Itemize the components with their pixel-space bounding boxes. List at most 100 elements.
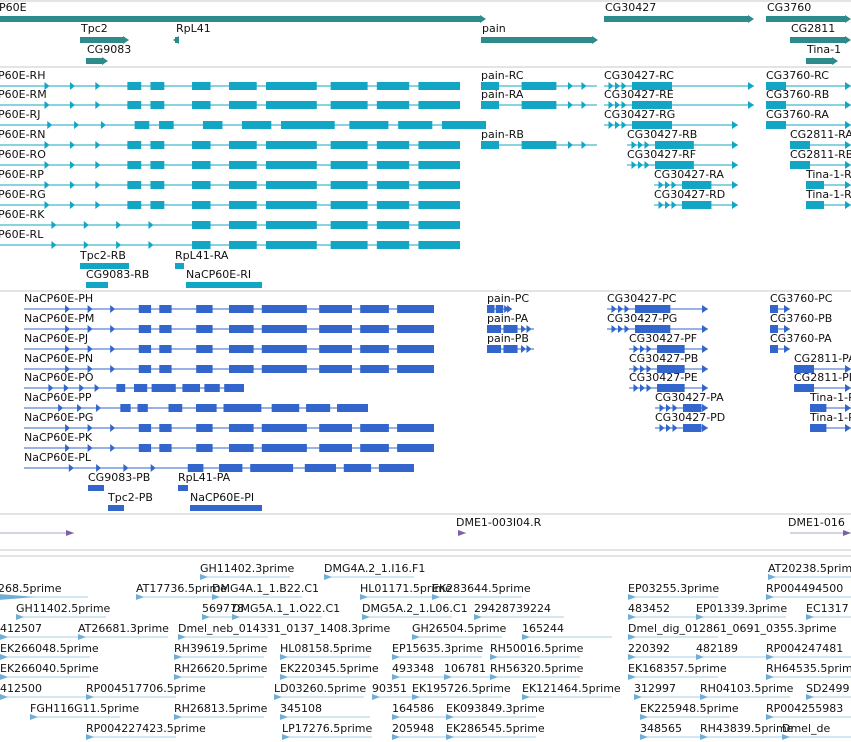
transcript-p60e-ro[interactable]: P60E-RO bbox=[0, 148, 460, 169]
protein-nacp60e-pp[interactable]: NaCP60E-PP bbox=[24, 391, 368, 412]
est-rh26620-5prime[interactable]: RH26620.5prime bbox=[174, 662, 268, 680]
transcript-cg9083-rb[interactable]: CG9083-RB bbox=[86, 268, 149, 288]
protein-cg30427-pb[interactable]: CG30427-PB bbox=[629, 352, 708, 373]
est-dmg4a-1-1-b22-c1[interactable]: DMG4A.1_1.B22.C1 bbox=[212, 582, 319, 600]
transcript-p60e-rk[interactable]: P60E-RK bbox=[0, 208, 460, 229]
est-rp004255983[interactable]: RP004255983 bbox=[766, 702, 851, 720]
gene-cg30427[interactable]: CG30427 bbox=[604, 1, 754, 23]
protein-cg30427-pa[interactable]: CG30427-PA bbox=[655, 391, 724, 412]
est-dmel-de[interactable]: Dmel_de bbox=[782, 722, 851, 740]
est-29428739224[interactable]: 29428739224 bbox=[474, 602, 564, 620]
est-gh11402-3prime[interactable]: GH11402.3prime bbox=[200, 562, 295, 580]
transcript-p60e-rm[interactable]: P60E-RM bbox=[0, 88, 460, 109]
est-412500[interactable]: 412500 bbox=[0, 682, 90, 700]
protein-nacp60e-pj[interactable]: NaCP60E-PJ bbox=[24, 332, 434, 353]
protein-cg30427-pc[interactable]: CG30427-PC bbox=[607, 292, 708, 313]
gene-p60e[interactable]: P60E bbox=[0, 1, 486, 23]
est-165244[interactable]: 165244 bbox=[522, 622, 612, 640]
transcript-cg3760-rc[interactable]: CG3760-RC bbox=[766, 69, 851, 90]
protein-cg30427-pd[interactable]: CG30427-PD bbox=[655, 411, 725, 432]
transcript-rpl41-ra[interactable]: RpL41-RA bbox=[175, 249, 229, 269]
est-gh11402-5prime[interactable]: GH11402.5prime bbox=[16, 602, 111, 620]
est-dmel-neb-014331-0137-1408-3prime[interactable]: Dmel_neb_014331_0137_1408.3prime bbox=[178, 622, 390, 640]
gene-cg2811[interactable]: CG2811 bbox=[790, 22, 851, 44]
est-268-5prime[interactable]: 268.5prime bbox=[0, 582, 88, 600]
gene-rpl41[interactable]: RpL41 bbox=[173, 22, 211, 44]
est-dmg5a-1-1-o22-c1[interactable]: DMG5A.1_1.O22.C1 bbox=[232, 602, 340, 620]
transcript-cg30427-re[interactable]: CG30427-RE bbox=[604, 88, 754, 109]
transcript-cg30427-rc[interactable]: CG30427-RC bbox=[604, 69, 754, 90]
protein-pain-pc[interactable]: pain-PC bbox=[487, 292, 529, 313]
transcript-cg2811-rb[interactable]: CG2811-RB bbox=[790, 148, 851, 169]
protein-nacp60e-pk[interactable]: NaCP60E-PK bbox=[24, 431, 434, 452]
protein-cg30427-pf[interactable]: CG30427-PF bbox=[629, 332, 708, 353]
est-dmg4a-2-1-i16-f1[interactable]: DMG4A.2_1.I16.F1 bbox=[324, 562, 425, 580]
protein-cg2811-pa[interactable]: CG2811-PA bbox=[794, 352, 851, 373]
est-rp004247481[interactable]: RP004247481 bbox=[766, 642, 851, 660]
clone-dme1-016[interactable]: DME1-016 bbox=[788, 516, 851, 536]
est-at17736-5prime[interactable]: AT17736.5prime bbox=[136, 582, 227, 600]
clone-unnamed[interactable] bbox=[0, 530, 74, 536]
est-rh26813-5prime[interactable]: RH26813.5prime bbox=[174, 702, 268, 720]
est-rp004517706-5prime[interactable]: RP004517706.5prime bbox=[86, 682, 206, 700]
est-rh56320-5prime[interactable]: RH56320.5prime bbox=[490, 662, 584, 680]
est-gh26504-5prime[interactable]: GH26504.5prime bbox=[412, 622, 507, 640]
protein-cg30427-pe[interactable]: CG30427-PE bbox=[629, 371, 708, 392]
protein-cg2811-pb[interactable]: CG2811-PB bbox=[794, 371, 851, 392]
gene-tina-1[interactable]: Tina-1 bbox=[806, 43, 841, 65]
clone-dme1-003i04-r[interactable]: DME1-003I04.R bbox=[456, 516, 542, 536]
est-dmg5a-2-1-l06-c1[interactable]: DMG5A.2_1.L06.C1 bbox=[362, 602, 468, 620]
protein-cg9083-pb[interactable]: CG9083-PB bbox=[88, 471, 150, 491]
transcript-cg2811-ra[interactable]: CG2811-RA bbox=[790, 128, 851, 149]
est-ek266048-5prime[interactable]: EK266048.5prime bbox=[0, 642, 99, 660]
est-ld03260-5prime[interactable]: LD03260.5prime bbox=[274, 682, 366, 700]
est-at26681-3prime[interactable]: AT26681.3prime bbox=[78, 622, 169, 640]
transcript-cg3760-ra[interactable]: CG3760-RA bbox=[766, 108, 851, 129]
est-hl01171-5prime[interactable]: HL01171.5prime bbox=[360, 582, 452, 600]
est-ek225948-5prime[interactable]: EK225948.5prime bbox=[640, 702, 739, 720]
est-ek286545-5prime[interactable]: EK286545.5prime bbox=[446, 722, 545, 740]
est-rp004494500[interactable]: RP004494500 bbox=[766, 582, 851, 600]
est-ek283644-5prime[interactable]: EK283644.5prime bbox=[432, 582, 531, 600]
est-sd2499[interactable]: SD2499 bbox=[806, 682, 851, 700]
transcript-pain-rb[interactable]: pain-RB bbox=[481, 128, 597, 149]
gene-cg9083[interactable]: CG9083 bbox=[86, 43, 131, 65]
est-ek093849-3prime[interactable]: EK093849.3prime bbox=[446, 702, 545, 720]
gene-pain[interactable]: pain bbox=[481, 22, 598, 44]
est-rh04103-5prime[interactable]: RH04103.5prime bbox=[700, 682, 794, 700]
protein-nacp60e-pm[interactable]: NaCP60E-PM bbox=[24, 312, 434, 333]
est-rp004227423-5prime[interactable]: RP004227423.5prime bbox=[86, 722, 206, 740]
protein-pain-pb[interactable]: pain-PB bbox=[487, 332, 534, 353]
protein-cg30427-pg[interactable]: CG30427-PG bbox=[607, 312, 708, 333]
protein-tina-1-pa[interactable]: Tina-1-PA bbox=[809, 391, 851, 412]
protein-nacp60e-pl[interactable]: NaCP60E-PL bbox=[24, 451, 414, 472]
est-ep03255-3prime[interactable]: EP03255.3prime bbox=[628, 582, 719, 600]
est-at20238-5prime[interactable]: AT20238.5prime bbox=[768, 562, 851, 580]
protein-cg3760-pa[interactable]: CG3760-PA bbox=[770, 332, 832, 353]
protein-nacp60e-ph[interactable]: NaCP60E-PH bbox=[24, 292, 434, 313]
protein-tina-1-pb[interactable]: Tina-1-PB bbox=[809, 411, 851, 432]
est-rh50016-5prime[interactable]: RH50016.5prime bbox=[490, 642, 584, 660]
protein-nacp60e-pg[interactable]: NaCP60E-PG bbox=[24, 411, 434, 432]
est-345108[interactable]: 345108 bbox=[280, 702, 370, 720]
transcript-p60e-rp[interactable]: P60E-RP bbox=[0, 168, 460, 189]
transcript-pain-ra[interactable]: pain-RA bbox=[481, 88, 597, 109]
transcript-tina-1-rb[interactable]: Tina-1-RB bbox=[805, 188, 851, 209]
est-rh64535-5prime[interactable]: RH64535.5prime bbox=[766, 662, 851, 680]
transcript-cg30427-rf[interactable]: CG30427-RF bbox=[627, 148, 738, 169]
est-ek195726-5prime[interactable]: EK195726.5prime bbox=[412, 682, 511, 700]
est-dmel-dig-012861-0691-0355-3prime[interactable]: Dmel_dig_012861_0691_0355.3prime bbox=[628, 622, 837, 640]
est-ek168357-5prime[interactable]: EK168357.5prime bbox=[628, 662, 727, 680]
transcript-p60e-rj[interactable]: P60E-RJ bbox=[0, 108, 486, 129]
transcript-tpc2-rb[interactable]: Tpc2-RB bbox=[79, 249, 129, 269]
protein-rpl41-pa[interactable]: RpL41-PA bbox=[178, 471, 231, 491]
transcript-nacp60e-ri[interactable]: NaCP60E-RI bbox=[186, 268, 262, 288]
est-lp17276-5prime[interactable]: LP17276.5prime bbox=[282, 722, 373, 740]
est-fgh116g11-5prime[interactable]: FGH116G11.5prime bbox=[30, 702, 139, 720]
transcript-cg3760-rb[interactable]: CG3760-RB bbox=[766, 88, 851, 109]
transcript-p60e-rl[interactable]: P60E-RL bbox=[0, 228, 460, 249]
protein-nacp60e-pn[interactable]: NaCP60E-PN bbox=[24, 352, 434, 373]
gene-tpc2[interactable]: Tpc2 bbox=[80, 22, 129, 44]
est-ek121464-5prime[interactable]: EK121464.5prime bbox=[522, 682, 621, 700]
transcript-cg30427-rb[interactable]: CG30427-RB bbox=[627, 128, 738, 149]
